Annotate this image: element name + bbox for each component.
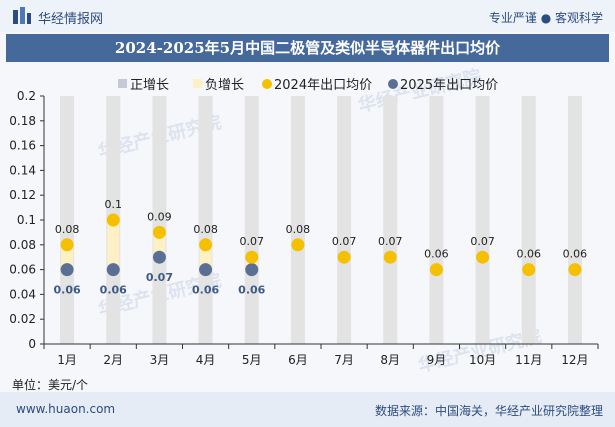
- legend-label: 2025年出口均价: [400, 78, 498, 93]
- data-label-2024: 0.08: [193, 223, 218, 236]
- data-label-2025: 0.06: [54, 284, 81, 297]
- unit-label: 单位：美元/个: [12, 378, 89, 392]
- column-background: [60, 96, 75, 344]
- column-background: [337, 96, 352, 344]
- data-label-2024: 0.06: [424, 248, 449, 261]
- slogan: 专业严谨 ● 客观科学: [488, 11, 603, 25]
- x-tick-label: 1月: [57, 353, 77, 367]
- x-tick-label: 8月: [380, 353, 400, 367]
- change-bar: [199, 244, 212, 270]
- legend-swatch: [193, 79, 202, 88]
- y-tick-label: 0.04: [9, 287, 36, 301]
- y-tick-label: 0.12: [9, 188, 36, 202]
- chart-title: 2024-2025年5月中国二极管及类似半导体器件出口均价: [114, 39, 501, 57]
- data-label-2025: 0.06: [192, 284, 219, 297]
- column-background: [198, 96, 213, 344]
- data-label-2025: 0.07: [146, 271, 173, 284]
- column-background: [383, 96, 398, 344]
- point-2025: [152, 250, 166, 264]
- y-tick-label: 0.02: [9, 312, 36, 326]
- point-2024: [245, 250, 259, 264]
- x-tick-label: 9月: [427, 353, 447, 367]
- legend-swatch: [118, 79, 127, 88]
- data-label-2024: 0.07: [332, 235, 357, 248]
- legend-label: 正增长: [130, 78, 169, 93]
- point-2025: [245, 263, 259, 277]
- legend-marker: [388, 79, 398, 89]
- x-tick-label: 10月: [469, 353, 496, 367]
- point-2025: [199, 263, 213, 277]
- x-tick-label: 3月: [150, 353, 170, 367]
- x-tick-label: 2月: [103, 353, 123, 367]
- logo-icon: [13, 7, 31, 24]
- footer-source: 数据来源：中国海关，华经产业研究院整理: [374, 404, 603, 418]
- data-label-2025: 0.06: [100, 284, 127, 297]
- y-tick-label: 0.16: [9, 139, 36, 153]
- point-2024: [476, 250, 490, 264]
- y-tick-label: 0: [28, 337, 36, 351]
- y-tick-label: 0.14: [9, 163, 36, 177]
- data-label-2025: 0.06: [238, 284, 265, 297]
- point-2024: [106, 213, 120, 227]
- change-bar: [107, 220, 120, 270]
- data-label-2024: 0.07: [240, 235, 265, 248]
- point-2024: [291, 238, 305, 252]
- x-tick-label: 6月: [288, 353, 308, 367]
- y-tick-label: 0.2: [17, 89, 36, 103]
- data-label-2024: 0.1: [105, 198, 123, 211]
- column-background: [429, 96, 444, 344]
- data-label-2024: 0.06: [517, 248, 542, 261]
- point-2024: [199, 238, 213, 252]
- point-2024: [337, 250, 351, 264]
- change-bar: [153, 232, 166, 258]
- x-tick-label: 5月: [242, 353, 262, 367]
- x-tick-label: 7月: [334, 353, 354, 367]
- data-label-2024: 0.07: [378, 235, 403, 248]
- point-2024: [60, 238, 74, 252]
- point-2024: [522, 263, 536, 277]
- x-tick-label: 4月: [196, 353, 216, 367]
- column-background: [290, 96, 305, 344]
- column-background: [567, 96, 582, 344]
- column-background: [521, 96, 536, 344]
- point-2024: [383, 250, 397, 264]
- data-label-2024: 0.06: [563, 248, 588, 261]
- legend-label: 负增长: [205, 78, 244, 93]
- data-label-2024: 0.07: [470, 235, 495, 248]
- title-bar: 2024-2025年5月中国二极管及类似半导体器件出口均价: [6, 34, 609, 62]
- column-background: [475, 96, 490, 344]
- data-label-2024: 0.09: [147, 210, 172, 223]
- data-label-2024: 0.08: [55, 223, 80, 236]
- footer-website: www.huaon.com: [16, 402, 116, 416]
- y-tick-label: 0.06: [9, 263, 36, 277]
- footer: www.huaon.com 数据来源：中国海关，华经产业研究院整理: [0, 392, 615, 427]
- point-2024: [429, 263, 443, 277]
- brand-name: 华经情报网: [38, 12, 104, 27]
- point-2024: [152, 225, 166, 239]
- column-background: [244, 96, 259, 344]
- legend-marker: [262, 79, 272, 89]
- top-bar: 华经情报网 专业严谨 ● 客观科学: [0, 0, 615, 32]
- y-tick-label: 0.18: [9, 114, 36, 128]
- legend-label: 2024年出口均价: [274, 78, 372, 93]
- point-2025: [106, 263, 120, 277]
- x-tick-label: 11月: [515, 353, 542, 367]
- chart: 华经产业研究院华经产业研究院华经产业研究院华经产业研究院00.020.040.0…: [9, 65, 599, 377]
- data-label-2024: 0.08: [286, 223, 311, 236]
- point-2025: [60, 263, 74, 277]
- change-bar: [61, 244, 74, 270]
- y-tick-label: 0.1: [17, 213, 36, 227]
- column-background: [152, 96, 167, 344]
- x-tick-label: 12月: [561, 353, 588, 367]
- y-tick-label: 0.08: [9, 238, 36, 252]
- point-2024: [568, 263, 582, 277]
